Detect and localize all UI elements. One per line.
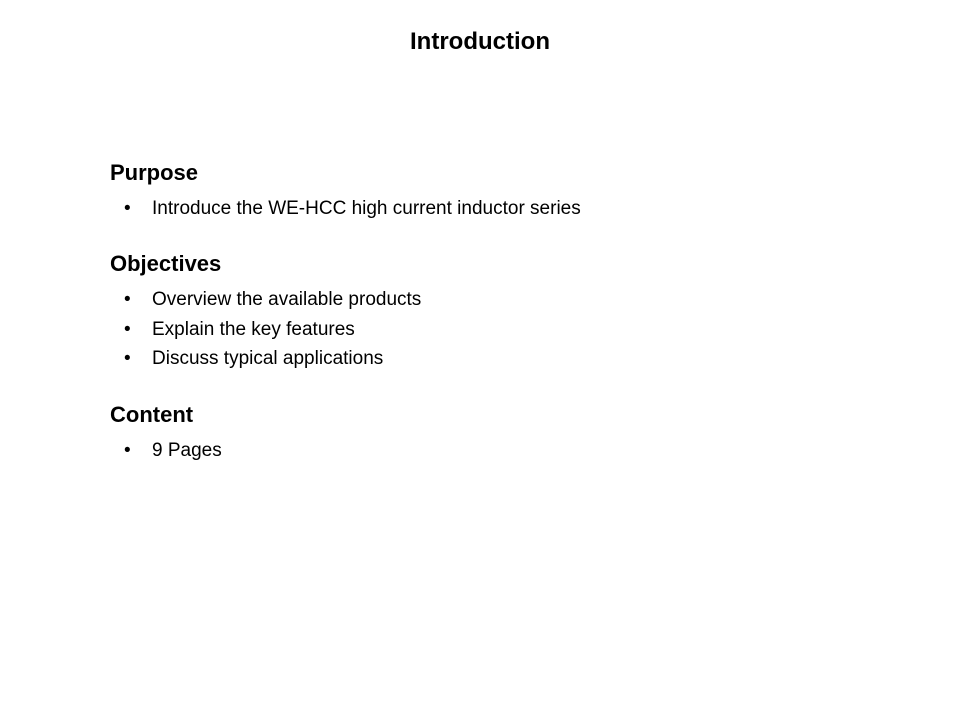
list-item: Introduce the WE-HCC high current induct…	[110, 194, 850, 223]
list-item: Discuss typical applications	[110, 344, 850, 373]
slide-page: Introduction Purpose Introduce the WE-HC…	[0, 0, 960, 720]
section-heading-objectives: Objectives	[110, 251, 850, 277]
page-title: Introduction	[0, 0, 960, 56]
list-item: 9 Pages	[110, 436, 850, 465]
section-list-content: 9 Pages	[110, 436, 850, 465]
content-area: Purpose Introduce the WE-HCC high curren…	[110, 160, 850, 465]
list-item: Explain the key features	[110, 315, 850, 344]
section-heading-content: Content	[110, 402, 850, 428]
list-item: Overview the available products	[110, 285, 850, 314]
section-heading-purpose: Purpose	[110, 160, 850, 186]
section-list-objectives: Overview the available products Explain …	[110, 285, 850, 373]
section-list-purpose: Introduce the WE-HCC high current induct…	[110, 194, 850, 223]
